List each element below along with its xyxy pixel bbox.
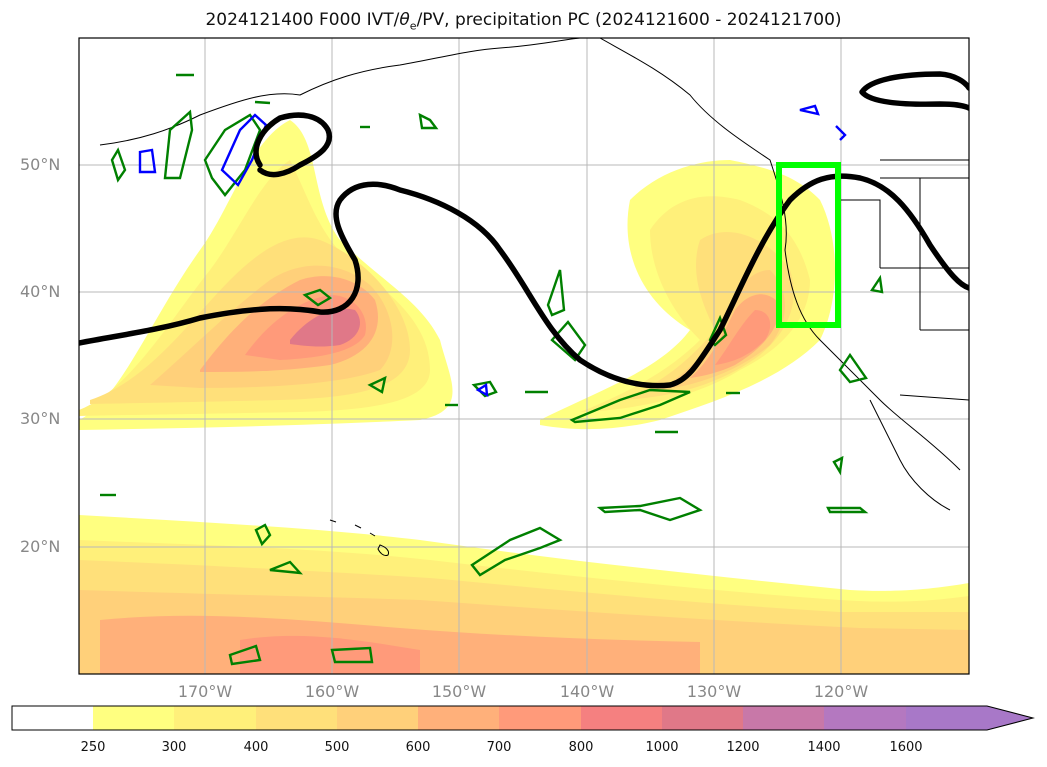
colorbar-tick: 1200 xyxy=(726,740,760,755)
lat-label-20n: 20°N xyxy=(20,537,61,556)
lon-label-130w: 130°W xyxy=(686,682,742,701)
lat-label-40n: 40°N xyxy=(20,282,61,301)
lat-label-30n: 30°N xyxy=(20,409,61,428)
lon-label-150w: 150°W xyxy=(431,682,487,701)
theta-e-contours xyxy=(138,104,847,398)
colorbar-tick: 400 xyxy=(243,740,269,755)
colorbar-tick: 1000 xyxy=(645,740,679,755)
colorbar-tick: 1400 xyxy=(807,740,841,755)
lon-label-120w: 120°W xyxy=(813,682,869,701)
map-border xyxy=(78,37,970,675)
ivt-contours xyxy=(79,71,969,389)
colorbar-tick: 600 xyxy=(405,740,431,755)
lon-label-160w: 160°W xyxy=(304,682,360,701)
colorbar-tick: 800 xyxy=(568,740,594,755)
map-title: 2024121400 F000 IVT/θe/PV, precipitation… xyxy=(205,10,842,33)
coastlines xyxy=(99,38,969,511)
colorbar-tick: 1600 xyxy=(889,740,923,755)
lat-label-50n: 50°N xyxy=(20,155,61,174)
pv-contours xyxy=(100,73,884,666)
lon-label-140w: 140°W xyxy=(559,682,615,701)
colorbar-tick: 250 xyxy=(80,740,106,755)
colorbar-tick: 700 xyxy=(486,740,512,755)
colorbar-tick: 300 xyxy=(161,740,187,755)
highlight-box xyxy=(776,162,841,328)
hawaiian-islands xyxy=(329,519,389,556)
lon-label-170w: 170°W xyxy=(177,682,233,701)
colorbar-tick: 500 xyxy=(324,740,350,755)
colorbar xyxy=(11,705,1035,731)
